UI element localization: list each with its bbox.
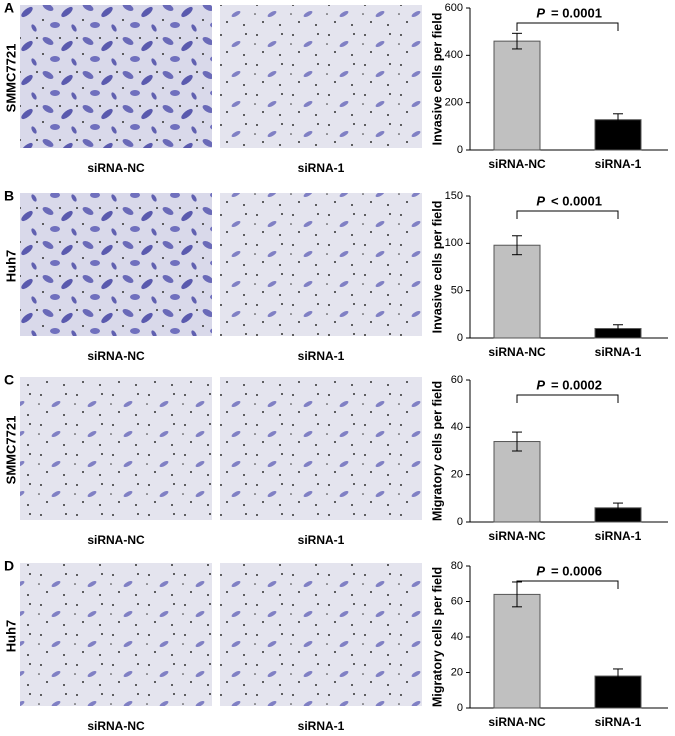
microscopy-image [220,377,422,520]
x-tick-label: siRNA-NC [488,345,546,359]
image-caption: siRNA-NC [87,533,145,547]
p-value: < 0.0001 [551,193,602,208]
panel-letter: D [4,558,14,574]
bar [493,40,541,151]
microscopy-image [20,563,212,706]
y-tick-label: 40 [451,631,463,643]
p-label: P [536,563,545,578]
y-tick-label: 600 [445,2,463,14]
y-tick-label: 100 [445,237,463,249]
cell-line-label: Huh7 [3,250,18,283]
panel-letter: B [4,188,14,204]
microscopy-image [20,193,212,336]
bar [493,593,541,709]
y-tick-label: 40 [451,421,463,433]
bar [493,244,541,339]
x-tick-label: siRNA-NC [488,715,546,729]
cell-line-label: Huh7 [3,620,18,653]
y-tick-label: 200 [445,97,463,109]
microscopy-image [220,193,422,336]
y-tick-label: 50 [451,285,463,297]
bar [493,441,541,523]
microscopy-image [220,563,422,706]
p-label: P [536,377,545,392]
y-tick-label: 0 [457,702,463,714]
x-tick-label: siRNA-NC [488,157,546,171]
image-caption: siRNA-1 [298,161,345,175]
x-tick-label: siRNA-1 [595,715,642,729]
significance-bracket [516,22,619,31]
significance-bracket [516,580,619,589]
y-tick-label: 400 [445,49,463,61]
microscopy-image [20,5,212,148]
image-caption: siRNA-1 [298,533,345,547]
y-tick-label: 60 [451,595,463,607]
y-tick-label: 60 [451,374,463,386]
p-label: P [536,5,545,20]
p-label: P [536,193,545,208]
p-value: = 0.0001 [551,5,602,20]
significance-bracket [516,210,619,219]
y-tick-label: 0 [457,144,463,156]
image-caption: siRNA-1 [298,349,345,363]
y-tick-label: 0 [457,516,463,528]
y-tick-label: 0 [457,332,463,344]
p-value: = 0.0002 [551,377,602,392]
image-caption: siRNA-NC [87,719,145,733]
cell-line-label: SMMC7721 [3,44,18,113]
y-tick-label: 20 [451,666,463,678]
microscopy-image [220,5,422,148]
cell-line-label: SMMC7721 [3,416,18,485]
y-axis-label: Migratory cells per field [430,567,444,707]
x-tick-label: siRNA-1 [595,157,642,171]
x-tick-label: siRNA-1 [595,529,642,543]
panel-letter: C [4,372,14,388]
y-tick-label: 20 [451,469,463,481]
p-value: = 0.0006 [551,563,602,578]
image-caption: siRNA-1 [298,719,345,733]
y-tick-label: 150 [445,190,463,202]
x-tick-label: siRNA-1 [595,345,642,359]
y-axis-label: Invasive cells per field [430,13,444,146]
image-caption: siRNA-NC [87,161,145,175]
significance-bracket [516,394,619,403]
panel-letter: A [4,0,14,16]
y-tick-label: 80 [451,560,463,572]
y-axis-label: Invasive cells per field [430,201,444,334]
image-caption: siRNA-NC [87,349,145,363]
microscopy-image [20,377,212,520]
y-axis-label: Migratory cells per field [430,381,444,521]
x-tick-label: siRNA-NC [488,529,546,543]
